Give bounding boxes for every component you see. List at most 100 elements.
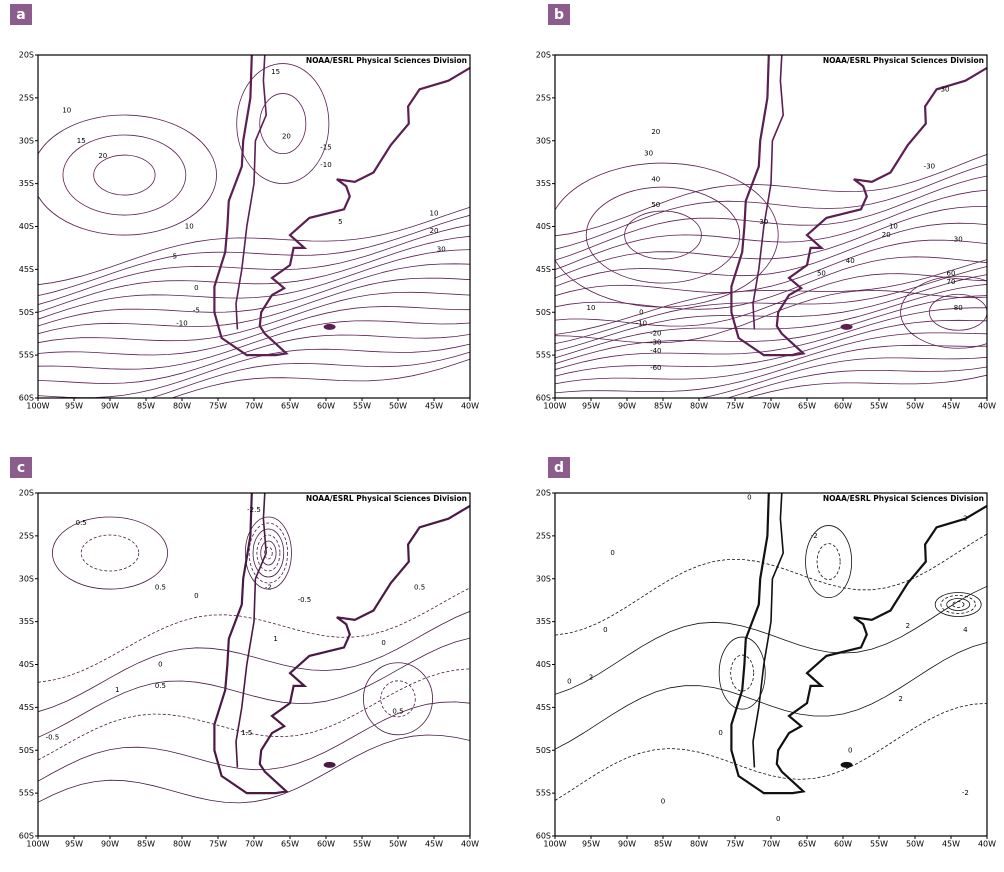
contour-line [555,256,987,310]
contour-line [555,295,987,365]
contour-line [555,206,987,279]
contour-ring [730,654,755,692]
lon-label: 80W [173,840,191,849]
contour-ring [585,186,741,284]
lat-label: 45S [19,265,34,274]
panel-frame [554,492,988,837]
lon-label: 100W [26,402,49,411]
contour-line [745,374,987,398]
lat-label: 60S [19,394,34,403]
contour-line [555,642,987,750]
lat-label: 50S [19,746,34,755]
falklands [840,323,853,330]
lat-label: 45S [536,265,551,274]
contour-label: 20 [98,152,107,160]
coastline [730,493,987,795]
lat-label: 60S [536,832,551,841]
contour-label: -15 [320,144,331,152]
lon-label: 85W [137,402,155,411]
contour-label: 30 [954,235,963,243]
lon-label: 40W [978,402,996,411]
contour-label: 15 [77,137,86,145]
contour-line [555,175,987,261]
contour-ring [946,598,971,611]
contour-label: -2 [265,583,272,591]
lon-label: 100W [543,402,566,411]
falklands [323,761,336,768]
lon-label: 50W [906,840,924,849]
lon-label: 50W [389,402,407,411]
contour-label: -2 [962,789,969,797]
credit: NOAA/ESRL Physical Sciences Division [823,56,984,65]
contour-label: 20 [651,128,660,136]
contour-label: 2 [963,515,967,523]
border [235,55,268,330]
contour-line [38,701,470,782]
lon-label: 65W [281,840,299,849]
contour-line [555,585,987,695]
lat-label: 40S [536,660,551,669]
contour-line [38,668,470,761]
coastline [730,55,987,357]
contour-label: -2.5 [247,506,261,514]
border [752,493,785,768]
map-content [38,493,470,804]
contour-label: 0.5 [155,682,166,690]
contour-label: -40 [650,347,661,355]
lat-label: 20S [19,51,34,60]
contour-label: 50 [651,201,660,209]
contour-label: 0 [158,661,162,669]
lat-label: 55S [19,351,34,360]
contour-label: -10 [320,161,331,169]
contour-line [38,277,470,335]
lon-label: 90W [618,840,636,849]
contour-line [555,266,987,344]
contour-label: -30 [650,338,661,346]
contour-line [38,637,470,738]
contour-label: 10 [62,107,71,115]
lon-label: 50W [389,840,407,849]
map-content [555,55,987,398]
lon-label: 45W [942,402,960,411]
contour-label: 0 [194,284,198,292]
contour-label: 0 [639,308,643,316]
lat-label: 50S [536,308,551,317]
coastline [213,493,470,795]
lon-label: 100W [26,840,49,849]
contour-line [149,351,470,398]
border [235,493,268,768]
lat-label: 55S [536,351,551,360]
lat-label: 20S [536,489,551,498]
lon-label: 70W [762,402,780,411]
border [752,55,785,330]
contour-label: 40 [651,175,660,183]
lat-label: 30S [19,136,34,145]
contour-line [38,224,470,305]
lat-label: 45S [19,703,34,712]
contour-line [38,610,470,713]
map-content [38,55,470,398]
lon-label: 55W [870,840,888,849]
contour-label: 0.5 [155,583,166,591]
lat-label: 25S [19,531,34,540]
lon-label: 80W [690,840,708,849]
contour-ring [805,525,853,599]
contour-line [38,306,470,356]
contour-line [555,289,987,344]
contour-label: 30 [644,150,653,158]
lon-label: 60W [834,402,852,411]
panel-badge [548,4,570,25]
contour-ring [260,540,277,566]
contour-ring [93,154,156,196]
lon-label: 65W [798,840,816,849]
contour-label: -0.5 [46,733,60,741]
panel-badge [10,457,32,478]
falklands [840,761,853,768]
lat-label: 30S [536,136,551,145]
contour-line [38,334,470,384]
contour-line [38,343,470,398]
contour-label: 30 [437,246,446,254]
contour-ring [555,162,779,308]
contour-label: 80 [954,304,963,312]
lat-label: 40S [536,222,551,231]
